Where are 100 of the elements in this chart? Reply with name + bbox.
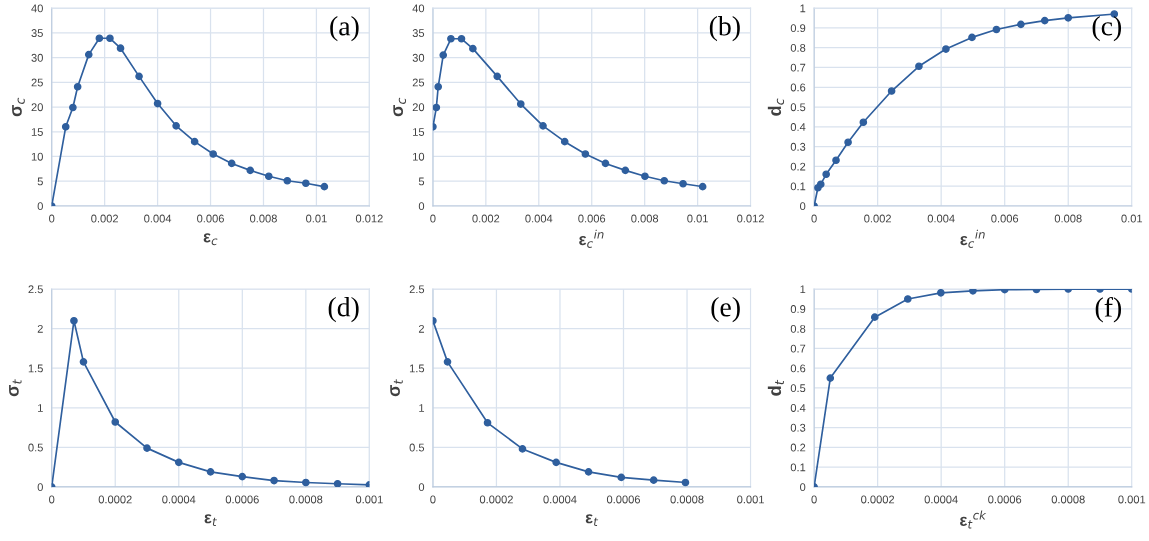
point <box>581 150 590 158</box>
x-tick-label: 0.001 <box>737 495 764 504</box>
point <box>238 472 247 481</box>
point <box>283 176 292 185</box>
point <box>1064 13 1073 22</box>
point <box>493 72 502 81</box>
point <box>447 34 455 43</box>
x-tick-label: 0.0004 <box>543 495 577 504</box>
point <box>617 473 626 482</box>
annotation: (d) <box>328 296 359 323</box>
annotation: (e) <box>711 296 740 323</box>
y-tick-label: 0 <box>800 483 806 492</box>
y-tick-label: 10 <box>31 152 43 161</box>
y-tick-label: 40 <box>31 4 43 13</box>
y-axis-title: σ$_{t}$ <box>9 379 22 397</box>
x-axis-title: ε$_{t}$ <box>585 514 599 526</box>
x-tick-label: 0.006 <box>991 214 1019 223</box>
x-tick-label: 0.01 <box>1121 214 1143 223</box>
point <box>681 478 690 487</box>
y-tick-label: 35 <box>31 29 43 37</box>
y-tick-label: 30 <box>412 53 425 62</box>
x-axis-title: ε$_{c}$ <box>203 233 218 246</box>
point <box>915 62 923 71</box>
point <box>302 179 310 188</box>
point <box>172 122 180 130</box>
y-tick-label: 20 <box>412 103 425 112</box>
point <box>992 25 1001 34</box>
y-tick-label: 40 <box>412 4 425 13</box>
y-tick-label: 0 <box>418 202 425 211</box>
point <box>270 476 278 485</box>
y-tick-label: 0.8 <box>790 324 806 333</box>
point <box>552 458 560 467</box>
x-tick-label: 0.0006 <box>606 495 641 504</box>
x-tick-label: 0.001 <box>1118 495 1146 504</box>
point <box>302 478 310 487</box>
point <box>116 44 125 52</box>
point <box>844 138 852 147</box>
y-axis-title: σ$_{c}$ <box>12 97 25 117</box>
x-tick-label: 0.01 <box>306 214 327 223</box>
point <box>822 170 830 179</box>
x-tick-label: 0.0006 <box>988 495 1022 504</box>
y-axis-title: d$_{c}$ <box>767 98 785 116</box>
point <box>153 99 162 108</box>
point <box>190 137 199 146</box>
y-tick-label: 1 <box>800 285 806 294</box>
point <box>969 289 977 295</box>
y-tick-label: 0.3 <box>790 142 806 151</box>
point <box>70 316 78 325</box>
annotation: (a) <box>330 16 359 42</box>
x-tick-label: 0.008 <box>250 214 277 223</box>
x-tick-label: 0 <box>811 495 817 504</box>
x-tick-label: 0.004 <box>927 214 955 223</box>
x-tick-label: 0 <box>49 214 55 223</box>
annotation: (f) <box>1095 296 1122 323</box>
point <box>698 182 707 191</box>
annotation: (c) <box>1092 16 1122 42</box>
y-tick-label: 0.5 <box>790 384 806 393</box>
point <box>84 50 93 59</box>
point <box>439 51 448 59</box>
x-axis-title: ε$_{c}$$^{in}$ <box>579 229 604 248</box>
point <box>457 34 466 43</box>
y-tick-label: 0.4 <box>790 404 806 412</box>
x-tick-label: 0.012 <box>737 214 764 223</box>
y-tick-label: 25 <box>412 78 425 87</box>
x-tick-label: 0.002 <box>864 214 891 223</box>
point <box>111 418 120 426</box>
y-tick-label: 1.5 <box>28 364 43 373</box>
point <box>942 45 950 53</box>
y-tick-label: 0.1 <box>790 182 806 191</box>
x-tick-label: 0.001 <box>355 495 383 504</box>
x-tick-label: 0 <box>49 495 55 504</box>
point <box>135 72 143 81</box>
y-tick-label: 1.5 <box>409 364 425 373</box>
point <box>333 479 342 487</box>
x-tick-label: 0 <box>811 214 817 223</box>
x-tick-label: 0.0002 <box>98 495 132 504</box>
y-tick-label: 0.7 <box>790 344 806 353</box>
point <box>1040 16 1049 25</box>
x-tick-label: 0.002 <box>91 214 118 223</box>
y-tick-label: 2 <box>418 324 425 333</box>
x-tick-label: 0 <box>430 214 436 223</box>
x-tick-label: 0.008 <box>631 214 659 223</box>
x-tick-label: 0.004 <box>144 214 172 223</box>
point <box>968 33 976 42</box>
point <box>584 468 593 476</box>
point <box>320 182 329 191</box>
y-tick-label: 5 <box>37 177 43 186</box>
y-tick-label: 0 <box>418 483 425 492</box>
y-tick-label: 0 <box>37 483 43 492</box>
y-axis-title: d$_{t}$ <box>767 379 784 396</box>
y-tick-label: 0.7 <box>790 63 806 72</box>
point <box>887 87 896 95</box>
y-tick-label: 0.5 <box>409 443 425 452</box>
y-tick-label: 25 <box>31 78 43 87</box>
y-tick-label: 0.3 <box>790 423 806 432</box>
y-tick-label: 35 <box>412 29 425 37</box>
y-tick-label: 15 <box>31 128 43 136</box>
point <box>246 166 255 175</box>
y-tick-label: 0 <box>37 202 43 211</box>
y-tick-label: 0.9 <box>790 24 806 33</box>
